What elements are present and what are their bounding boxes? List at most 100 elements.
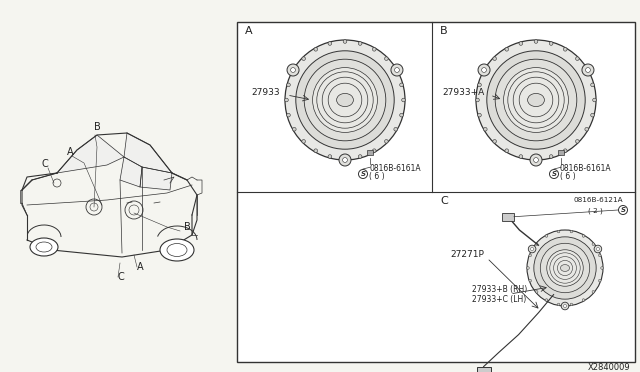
Circle shape <box>372 48 376 51</box>
Circle shape <box>561 302 569 310</box>
Circle shape <box>495 59 577 141</box>
Circle shape <box>314 48 317 51</box>
Text: 27933+B (RH): 27933+B (RH) <box>472 285 527 294</box>
Circle shape <box>598 279 601 282</box>
Bar <box>237 22 635 362</box>
Bar <box>558 150 564 155</box>
Circle shape <box>292 69 296 73</box>
Circle shape <box>493 57 497 60</box>
Text: B: B <box>184 222 191 232</box>
Circle shape <box>545 299 548 301</box>
Circle shape <box>482 68 486 73</box>
Circle shape <box>477 113 481 117</box>
Circle shape <box>394 69 397 73</box>
Polygon shape <box>124 133 172 173</box>
Ellipse shape <box>527 93 545 107</box>
Circle shape <box>585 69 588 73</box>
Circle shape <box>531 247 534 250</box>
Circle shape <box>527 230 603 306</box>
Circle shape <box>575 57 579 60</box>
Circle shape <box>302 57 305 60</box>
Circle shape <box>476 40 596 160</box>
Circle shape <box>596 247 600 250</box>
Circle shape <box>601 267 604 269</box>
Circle shape <box>575 140 579 143</box>
Ellipse shape <box>561 264 570 272</box>
Circle shape <box>400 83 403 87</box>
Circle shape <box>519 42 523 45</box>
Circle shape <box>549 155 553 158</box>
Text: A: A <box>245 26 253 36</box>
Circle shape <box>594 245 602 253</box>
Circle shape <box>476 98 479 102</box>
Circle shape <box>585 128 588 131</box>
Circle shape <box>591 83 595 87</box>
Text: 27933: 27933 <box>251 88 280 97</box>
Text: 0816B-6161A: 0816B-6161A <box>560 164 612 173</box>
Circle shape <box>328 155 332 158</box>
Circle shape <box>285 40 405 160</box>
Circle shape <box>385 57 388 60</box>
Circle shape <box>550 170 559 179</box>
Circle shape <box>358 155 362 158</box>
Text: 0816B-6121A: 0816B-6121A <box>573 197 623 203</box>
Text: C: C <box>42 159 49 169</box>
Circle shape <box>592 291 595 293</box>
Circle shape <box>478 64 490 76</box>
Circle shape <box>339 154 351 166</box>
Circle shape <box>549 42 553 45</box>
Text: ( 6 ): ( 6 ) <box>560 172 575 181</box>
Text: S: S <box>621 207 625 213</box>
Circle shape <box>493 140 497 143</box>
Circle shape <box>582 235 585 237</box>
Text: X2840009: X2840009 <box>588 363 630 372</box>
Circle shape <box>395 68 399 73</box>
Circle shape <box>586 68 590 73</box>
Polygon shape <box>57 135 124 173</box>
Circle shape <box>358 42 362 45</box>
Circle shape <box>563 304 566 308</box>
Circle shape <box>302 140 305 143</box>
Circle shape <box>504 68 568 132</box>
Circle shape <box>527 267 529 269</box>
Circle shape <box>592 243 595 246</box>
Text: C: C <box>440 196 448 206</box>
Text: ( 6 ): ( 6 ) <box>369 172 385 181</box>
Circle shape <box>563 149 567 153</box>
Circle shape <box>534 158 538 163</box>
Polygon shape <box>120 157 142 187</box>
Circle shape <box>342 158 348 163</box>
Circle shape <box>287 83 291 87</box>
Circle shape <box>343 40 347 43</box>
Bar <box>502 213 514 221</box>
Text: B: B <box>440 26 447 36</box>
Circle shape <box>484 128 487 131</box>
Circle shape <box>484 69 487 73</box>
Text: 27271P: 27271P <box>450 250 484 259</box>
Circle shape <box>296 51 394 149</box>
Circle shape <box>529 279 532 282</box>
Circle shape <box>312 68 378 132</box>
Text: B: B <box>94 122 100 132</box>
Text: 0816B-6161A: 0816B-6161A <box>369 164 420 173</box>
Circle shape <box>570 303 573 306</box>
Circle shape <box>358 170 367 179</box>
Circle shape <box>291 68 296 73</box>
Text: C: C <box>117 272 124 282</box>
Circle shape <box>598 254 601 257</box>
Circle shape <box>285 98 288 102</box>
Text: A: A <box>67 147 74 157</box>
Circle shape <box>402 98 405 102</box>
Circle shape <box>582 64 594 76</box>
Bar <box>477 366 491 372</box>
Circle shape <box>477 83 481 87</box>
Circle shape <box>287 64 299 76</box>
Circle shape <box>505 149 509 153</box>
Text: ( 2 ): ( 2 ) <box>588 207 603 214</box>
Polygon shape <box>140 167 172 190</box>
Text: 27933+C (LH): 27933+C (LH) <box>472 295 526 304</box>
Circle shape <box>591 113 595 117</box>
Circle shape <box>304 59 386 141</box>
Circle shape <box>540 243 589 293</box>
Circle shape <box>534 237 596 299</box>
